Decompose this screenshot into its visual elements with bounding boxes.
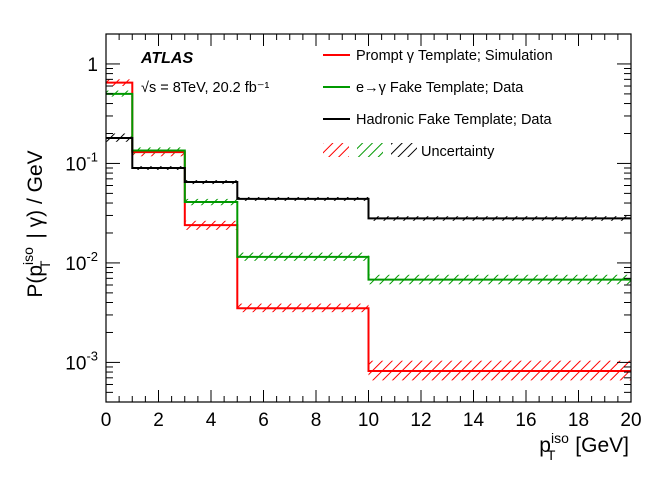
x-tick-label: 2 bbox=[153, 410, 164, 431]
series-line-hadronic-fake bbox=[106, 137, 631, 220]
x-tick-label: 20 bbox=[620, 410, 641, 431]
y-tick-label: 1 bbox=[87, 55, 98, 76]
y-tick-label: 10-2 bbox=[65, 249, 98, 275]
plot-frame bbox=[105, 33, 632, 403]
legend: Prompt γ Template; Simulation e→γ Fake T… bbox=[323, 48, 553, 160]
x-tick-label: 4 bbox=[206, 410, 217, 431]
axis-ticks bbox=[105, 33, 632, 403]
x-tick-label: 6 bbox=[258, 410, 269, 431]
y-tick-labels: 10-3 10-2 10-1 1 bbox=[65, 55, 98, 374]
legend-uncertainty-swatch-black bbox=[391, 143, 417, 157]
legend-uncertainty-swatch-green bbox=[357, 143, 383, 157]
legend-uncertainty-swatch-red bbox=[323, 143, 349, 157]
legend-label-hadronic-fake: Hadronic Fake Template; Data bbox=[356, 112, 553, 128]
x-tick-labels: 0 2 4 6 8 10 12 14 16 18 20 bbox=[101, 410, 642, 431]
legend-label-prompt: Prompt γ Template; Simulation bbox=[356, 48, 553, 64]
x-tick-label: 18 bbox=[568, 410, 589, 431]
y-axis-title: P(pisoT | γ) / GeV bbox=[20, 150, 53, 297]
x-tick-label: 12 bbox=[410, 410, 431, 431]
x-tick-label: 0 bbox=[101, 410, 112, 431]
energy-luminosity-label: √s = 8TeV, 20.2 fb⁻¹ bbox=[141, 80, 270, 96]
series-lines bbox=[106, 81, 631, 372]
series-line-electron-fake bbox=[106, 92, 631, 281]
legend-label-uncertainty: Uncertainty bbox=[421, 144, 495, 160]
x-tick-label: 16 bbox=[515, 410, 536, 431]
x-tick-label: 14 bbox=[463, 410, 485, 431]
x-axis-title: piso T [GeV] bbox=[539, 430, 629, 463]
x-tick-label: 8 bbox=[311, 410, 322, 431]
legend-label-electron-fake: e→γ Fake Template; Data bbox=[356, 80, 524, 96]
x-tick-label: 10 bbox=[358, 410, 379, 431]
y-tick-label: 10-3 bbox=[65, 348, 98, 374]
y-tick-label: 10-1 bbox=[65, 149, 98, 175]
atlas-label: ATLAS bbox=[140, 50, 193, 67]
